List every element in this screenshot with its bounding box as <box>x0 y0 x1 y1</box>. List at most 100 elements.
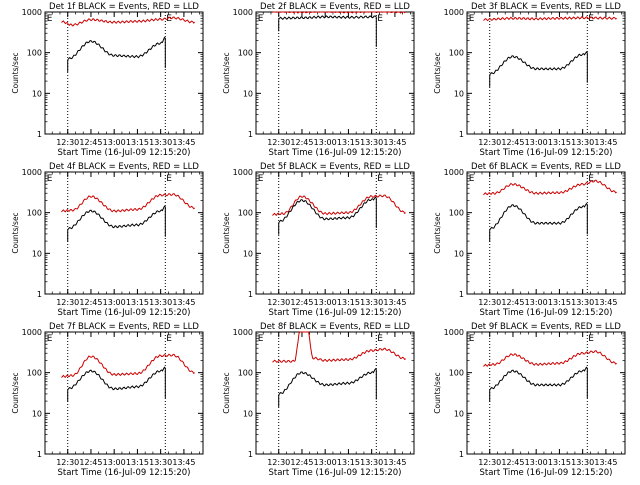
chart-title: Det 4f BLACK = Events, RED = LLD <box>49 162 199 172</box>
chart-panel-6: Det 6f BLACK = Events, RED = LLD 1 10 100 10… <box>433 162 626 318</box>
events-series-line <box>67 366 166 391</box>
x-tick-label: 13:00 <box>525 458 548 467</box>
x-tick-label: 13:15 <box>337 138 360 147</box>
plot-frame <box>466 171 626 295</box>
chart-title: Det 5f BLACK = Events, RED = LLD <box>260 162 410 172</box>
chart-panel-2: Det 2f BLACK = Events, RED = LLD 1 10 100 10… <box>222 2 415 158</box>
event-marker-label: E <box>166 174 172 184</box>
y-tick-label: 100 <box>449 49 464 58</box>
x-tick-label: 12:45 <box>290 298 313 307</box>
y-tick-label: 100 <box>27 209 42 218</box>
x-tick-label: 13:45 <box>172 138 195 147</box>
chart-panel-7: Det 7f BLACK = Events, RED = LLD 1 10 100 10… <box>11 322 204 478</box>
x-tick-label: 13:30 <box>149 458 172 467</box>
chart-title: Det 9f BLACK = Events, RED = LLD <box>471 322 621 332</box>
plot-frame <box>44 11 204 135</box>
x-axis-label: Start Time (16-Jul-09 12:15:20) <box>480 468 613 478</box>
x-tick-label: 13:30 <box>360 298 383 307</box>
y-tick-label: 1 <box>459 450 464 459</box>
x-axis-label: Start Time (16-Jul-09 12:15:20) <box>58 308 191 318</box>
y-axis-label: Counts/sec <box>11 52 20 93</box>
y-tick-label: 1 <box>459 130 464 139</box>
y-tick-label: 1 <box>248 450 253 459</box>
x-axis-label: Start Time (16-Jul-09 12:15:20) <box>269 468 402 478</box>
events-series-line <box>278 196 377 224</box>
x-tick-label: 13:45 <box>594 458 617 467</box>
plot-frame <box>44 331 204 455</box>
x-tick-label: 13:15 <box>548 298 571 307</box>
chart-panel-9: Det 9f BLACK = Events, RED = LLD 1 10 100 10… <box>433 322 626 478</box>
x-axis-label: Start Time (16-Jul-09 12:15:20) <box>480 308 613 318</box>
y-tick-label: 100 <box>238 369 253 378</box>
x-tick-label: 13:00 <box>525 138 548 147</box>
y-tick-label: 10 <box>32 409 42 418</box>
plot-frame <box>44 171 204 295</box>
x-tick-label: 12:45 <box>79 298 102 307</box>
x-tick-label: 13:45 <box>594 298 617 307</box>
x-tick-label: 13:00 <box>525 298 548 307</box>
y-axis-label: Counts/sec <box>433 52 442 93</box>
chart-title: Det 1f BLACK = Events, RED = LLD <box>49 2 199 12</box>
lld-series-line <box>272 11 406 14</box>
y-axis-label: Counts/sec <box>433 372 442 413</box>
x-tick-label: 13:30 <box>360 138 383 147</box>
chart-panel-4: Det 4f BLACK = Events, RED = LLD 1 10 100 10… <box>11 162 204 318</box>
plot-frame <box>255 11 415 135</box>
y-tick-label: 1000 <box>444 328 464 337</box>
x-tick-label: 13:15 <box>548 458 571 467</box>
chart-title: Det 8f BLACK = Events, RED = LLD <box>260 322 410 332</box>
x-tick-label: 13:15 <box>126 298 149 307</box>
chart-panel-8: Det 8f BLACK = Events, RED = LLD 1 10 100 10… <box>222 322 415 478</box>
y-axis-label: Counts/sec <box>11 212 20 253</box>
x-tick-label: 13:45 <box>594 138 617 147</box>
x-axis-label: Start Time (16-Jul-09 12:15:20) <box>58 148 191 158</box>
x-tick-label: 13:45 <box>172 458 195 467</box>
x-tick-label: 13:00 <box>314 458 337 467</box>
y-tick-label: 10 <box>32 249 42 258</box>
y-axis-label: Counts/sec <box>11 372 20 413</box>
x-axis-label: Start Time (16-Jul-09 12:15:20) <box>269 308 402 318</box>
x-tick-label: 12:45 <box>79 138 102 147</box>
x-tick-label: 12:45 <box>290 458 313 467</box>
x-tick-label: 12:30 <box>267 298 290 307</box>
x-tick-label: 12:30 <box>56 458 79 467</box>
x-tick-label: 13:00 <box>103 298 126 307</box>
event-marker-label: E <box>377 14 383 24</box>
event-marker-label: E <box>258 334 264 344</box>
x-tick-label: 13:00 <box>103 138 126 147</box>
events-series-line <box>489 366 588 391</box>
x-tick-label: 12:30 <box>56 298 79 307</box>
events-series-line <box>278 368 377 396</box>
x-tick-label: 12:30 <box>478 458 501 467</box>
plot-frame <box>255 331 415 455</box>
event-marker-label: E <box>166 334 172 344</box>
x-tick-label: 13:45 <box>172 298 195 307</box>
x-tick-label: 13:45 <box>383 298 406 307</box>
chart-panel-5: Det 5f BLACK = Events, RED = LLD 1 10 100 10… <box>222 162 415 318</box>
event-marker-label: E <box>588 334 594 344</box>
y-tick-label: 10 <box>454 249 464 258</box>
y-axis-label: Counts/sec <box>433 212 442 253</box>
y-tick-label: 1000 <box>22 8 42 17</box>
x-tick-label: 13:00 <box>314 298 337 307</box>
x-tick-label: 12:45 <box>290 138 313 147</box>
event-marker-label: E <box>588 14 594 24</box>
event-marker-label: E <box>469 174 475 184</box>
events-series-line <box>489 202 588 231</box>
y-tick-label: 100 <box>27 369 42 378</box>
events-series-line <box>278 15 377 20</box>
y-tick-label: 1 <box>37 130 42 139</box>
x-tick-label: 12:30 <box>267 458 290 467</box>
y-tick-label: 10 <box>243 409 253 418</box>
y-tick-label: 1 <box>459 290 464 299</box>
x-tick-label: 13:15 <box>337 298 360 307</box>
event-marker-label: E <box>47 14 53 24</box>
lld-series-line <box>272 194 406 216</box>
x-tick-label: 13:30 <box>149 298 172 307</box>
x-tick-label: 12:30 <box>478 138 501 147</box>
x-axis-label: Start Time (16-Jul-09 12:15:20) <box>269 148 402 158</box>
chart-title: Det 7f BLACK = Events, RED = LLD <box>49 322 199 332</box>
x-tick-label: 13:15 <box>126 458 149 467</box>
plot-frame <box>466 11 626 135</box>
